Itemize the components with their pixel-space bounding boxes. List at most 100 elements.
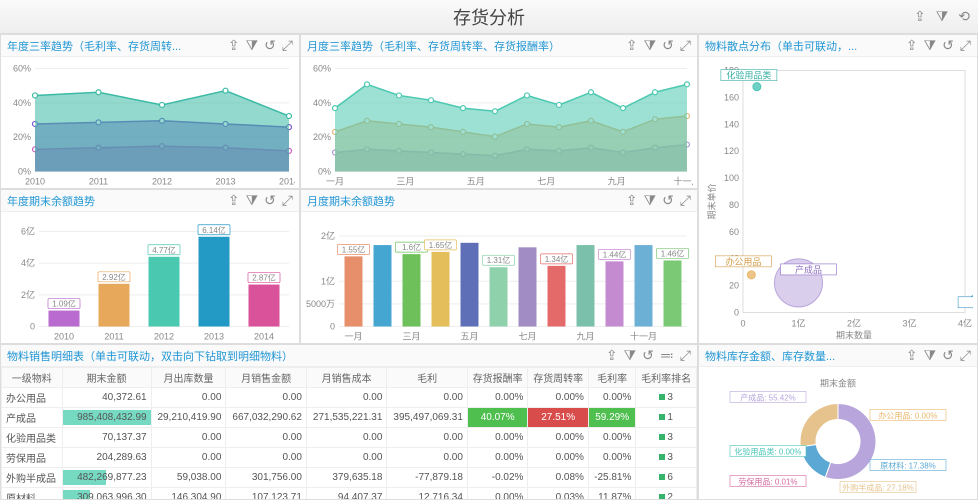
svg-text:2亿: 2亿 <box>21 289 35 300</box>
svg-text:2010: 2010 <box>25 177 45 187</box>
panel-title: 月度三率趋势（毛利率、存货周转率、存货报酬率） <box>307 38 626 54</box>
panel-title: 年度期末余额趋势 <box>7 193 228 209</box>
svg-text:九月: 九月 <box>608 177 626 187</box>
svg-text:三月: 三月 <box>402 332 420 342</box>
filter-icon[interactable]: ⧩ <box>624 347 637 364</box>
svg-text:三月: 三月 <box>396 177 414 187</box>
svg-text:1.55亿: 1.55亿 <box>342 244 366 254</box>
svg-text:2010: 2010 <box>54 332 74 342</box>
table-header[interactable]: 毛利 <box>387 368 468 388</box>
export-icon[interactable]: ⇪ <box>906 347 918 364</box>
export-icon[interactable]: ⇪ <box>626 37 638 54</box>
expand-icon[interactable]: ⤢ <box>680 37 691 54</box>
svg-text:2亿: 2亿 <box>847 318 861 329</box>
filter-icon[interactable]: ⧩ <box>924 347 937 364</box>
table-row[interactable]: 劳保用品204,289.630.000.000.000.000.00%0.00%… <box>2 448 697 468</box>
svg-text:1亿: 1亿 <box>791 318 805 329</box>
reset-icon[interactable]: ↺ <box>942 347 954 364</box>
detail-table[interactable]: 一级物料期末金额月出库数量月销售金额月销售成本毛利存货报酬率存货周转率毛利率毛利… <box>1 367 697 499</box>
table-row[interactable]: 化验用品类70,137.370.000.000.000.000.00%0.00%… <box>2 428 697 448</box>
page-header: 存货分析 ⇪ ⧩ ⟲ <box>0 0 978 34</box>
export-icon[interactable]: ⇪ <box>228 37 240 54</box>
svg-text:期末金额: 期末金额 <box>820 378 856 389</box>
table-header[interactable]: 毛利率 <box>588 368 635 388</box>
table-row[interactable]: 办公用品40,372.610.000.000.000.000.00%0.00%0… <box>2 388 697 408</box>
svg-text:100: 100 <box>724 173 739 183</box>
panel-detail-table: 物料销售明细表（单击可联动，双击向下钻取到明细物料） ⇪⧩↺≕⤢ 一级物料期末金… <box>0 344 698 500</box>
filter-icon[interactable]: ⧩ <box>644 192 657 209</box>
export-icon[interactable]: ⇪ <box>626 192 638 209</box>
svg-text:4.77亿: 4.77亿 <box>152 245 176 255</box>
svg-text:2012: 2012 <box>152 177 172 187</box>
table-header[interactable]: 毛利率排名 <box>636 368 697 388</box>
header-reset-icon[interactable]: ⟲ <box>958 8 970 25</box>
table-header[interactable]: 月销售金额 <box>226 368 307 388</box>
donut-chart: 期末金额产成品: 55.42%办公用品: 0.00%原材料: 17.38%外购半… <box>703 371 973 500</box>
more-icon[interactable]: ≕ <box>660 347 674 364</box>
reset-icon[interactable]: ↺ <box>642 347 654 364</box>
panel-monthly-trend: 月度三率趋势（毛利率、存货周转率、存货报酬率） ⇪⧩↺⤢ 60%40%20%0%… <box>300 34 698 189</box>
table-row[interactable]: 原材料309,063,996.30146,304.90107,123.7194,… <box>2 488 697 500</box>
svg-text:2014: 2014 <box>279 177 295 187</box>
table-header[interactable]: 月出库数量 <box>151 368 226 388</box>
svg-text:1.44亿: 1.44亿 <box>603 249 627 259</box>
table-row[interactable]: 外购半成品482,269,877.2359,038.00301,756.0037… <box>2 468 697 488</box>
panel-yearly-bars: 年度期末余额趋势 ⇪⧩↺⤢ 6亿4亿2亿01.09亿2.92亿4.77亿6.14… <box>0 189 300 344</box>
header-export-icon[interactable]: ⇪ <box>914 8 926 25</box>
panel-title: 月度期末余额趋势 <box>307 193 626 209</box>
reset-icon[interactable]: ↺ <box>264 192 276 209</box>
svg-text:1.34亿: 1.34亿 <box>545 254 569 264</box>
svg-text:化验用品类: 0.00%: 化验用品类: 0.00% <box>734 447 801 457</box>
table-header[interactable]: 期末金额 <box>62 368 151 388</box>
svg-text:一月: 一月 <box>326 177 344 187</box>
svg-text:3亿: 3亿 <box>902 318 916 329</box>
svg-text:0: 0 <box>330 322 335 332</box>
svg-text:40%: 40% <box>313 98 331 108</box>
svg-text:2014: 2014 <box>254 332 274 342</box>
panel-title: 物料散点分布（单击可联动，... <box>705 38 906 54</box>
expand-icon[interactable]: ⤢ <box>282 192 293 209</box>
svg-text:2013: 2013 <box>215 177 235 187</box>
panel-title: 年度三率趋势（毛利率、存货周转... <box>7 38 228 54</box>
svg-text:0: 0 <box>740 319 745 329</box>
table-header[interactable]: 月销售成本 <box>306 368 387 388</box>
svg-text:化验用品类: 化验用品类 <box>726 70 771 81</box>
reset-icon[interactable]: ↺ <box>662 192 674 209</box>
svg-text:期末数量: 期末数量 <box>836 330 872 341</box>
filter-icon[interactable]: ⧩ <box>246 192 259 209</box>
page-title: 存货分析 <box>453 4 525 30</box>
expand-icon[interactable]: ⤢ <box>680 192 691 209</box>
table-header[interactable]: 存货周转率 <box>528 368 589 388</box>
expand-icon[interactable]: ⤢ <box>680 347 691 364</box>
reset-icon[interactable]: ↺ <box>662 37 674 54</box>
filter-icon[interactable]: ⧩ <box>644 37 657 54</box>
table-header[interactable]: 存货报酬率 <box>467 368 528 388</box>
reset-icon[interactable]: ↺ <box>942 37 954 54</box>
svg-text:2.92亿: 2.92亿 <box>102 272 126 282</box>
filter-icon[interactable]: ⧩ <box>924 37 937 54</box>
svg-text:2011: 2011 <box>104 332 123 342</box>
svg-text:期末单价: 期末单价 <box>706 183 717 219</box>
header-filter-icon[interactable]: ⧩ <box>936 8 949 25</box>
export-icon[interactable]: ⇪ <box>606 347 618 364</box>
svg-text:办公用品: 办公用品 <box>725 256 761 267</box>
yearly-bars-chart: 6亿4亿2亿01.09亿2.92亿4.77亿6.14亿2.87亿20102011… <box>5 216 295 344</box>
expand-icon[interactable]: ⤢ <box>960 347 971 364</box>
export-icon[interactable]: ⇪ <box>906 37 918 54</box>
panel-toolbar: ⇪ ⧩ ↺ ⤢ <box>626 192 691 209</box>
svg-text:1.09亿: 1.09亿 <box>52 299 76 309</box>
panel-donut: 物料库存金额、库存数量... ⇪⧩↺⤢ 期末金额产成品: 55.42%办公用品:… <box>698 344 978 500</box>
expand-icon[interactable]: ⤢ <box>282 37 293 54</box>
panel-toolbar: ⇪ ⧩ ↺ ⤢ <box>228 192 293 209</box>
table-header[interactable]: 一级物料 <box>2 368 63 388</box>
panel-toolbar: ⇪ ⧩ ↺ ⤢ <box>906 37 971 54</box>
reset-icon[interactable]: ↺ <box>264 37 276 54</box>
svg-text:九月: 九月 <box>576 332 594 342</box>
expand-icon[interactable]: ⤢ <box>960 37 971 54</box>
table-row[interactable]: 产成品985,408,432.9929,210,419.90667,032,29… <box>2 408 697 428</box>
export-icon[interactable]: ⇪ <box>228 192 240 209</box>
filter-icon[interactable]: ⧩ <box>246 37 259 54</box>
svg-text:60%: 60% <box>13 64 31 74</box>
svg-text:40%: 40% <box>13 98 31 108</box>
panel-yearly-trend: 年度三率趋势（毛利率、存货周转... ⇪⧩↺⤢ 60%40%20%0%20102… <box>0 34 300 189</box>
